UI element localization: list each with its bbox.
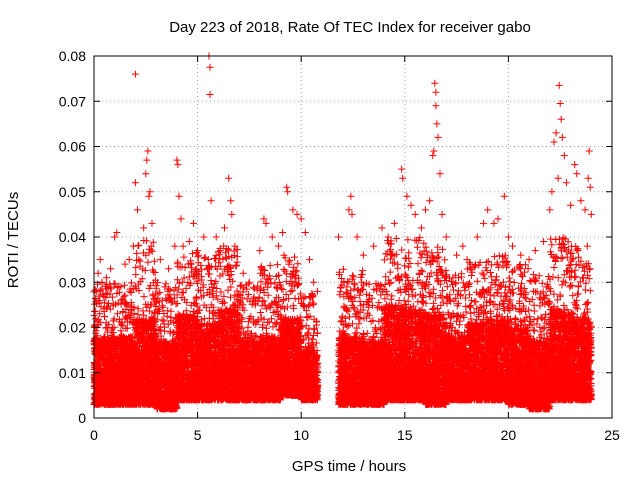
chart-title: Day 223 of 2018, Rate Of TEC Index for r…: [169, 19, 531, 36]
data-points: [90, 52, 595, 413]
